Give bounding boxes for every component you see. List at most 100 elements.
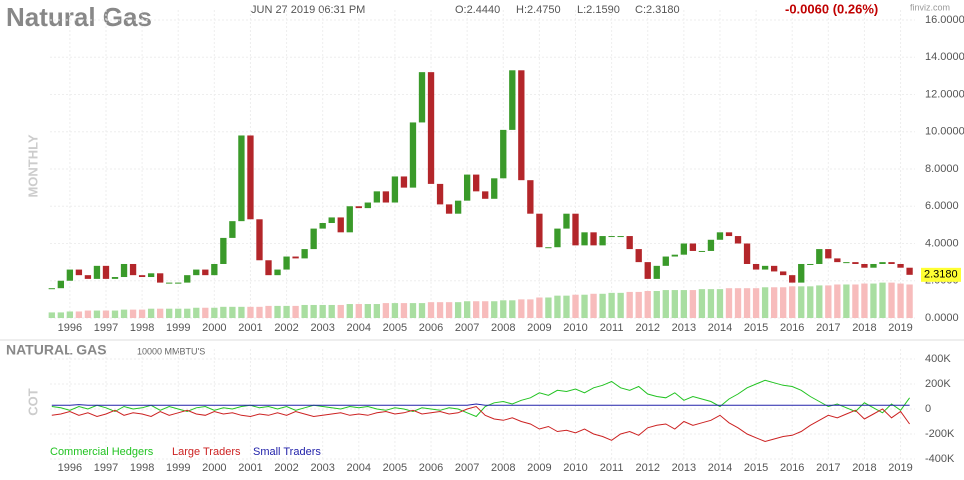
volume-bar bbox=[373, 304, 381, 318]
volume-bar bbox=[761, 287, 769, 318]
volume-bar bbox=[247, 306, 254, 318]
x-tick-label: 2005 bbox=[383, 322, 407, 334]
candle bbox=[147, 273, 155, 278]
candle bbox=[599, 236, 606, 246]
candle bbox=[482, 191, 489, 199]
change: -0.0060 (0.26%) bbox=[785, 1, 878, 16]
candle bbox=[527, 180, 534, 214]
candle bbox=[680, 243, 688, 255]
volume-bar bbox=[509, 300, 516, 318]
volume-bar bbox=[698, 289, 706, 318]
y-tick-label: 200K bbox=[925, 378, 951, 390]
candle bbox=[373, 191, 381, 203]
x-tick-label: 1999 bbox=[166, 322, 190, 334]
volume-bar bbox=[256, 306, 263, 318]
volume-bar bbox=[536, 297, 543, 318]
y-tick-label: 0.0000 bbox=[925, 312, 959, 324]
legend-entry: Commercial Hedgers bbox=[50, 446, 154, 458]
x-tick-label: 2009 bbox=[527, 462, 551, 474]
volume-bar bbox=[734, 288, 742, 318]
x-tick-label: 2007 bbox=[455, 462, 479, 474]
datetime: JUN 27 2019 06:31 PM bbox=[251, 4, 365, 16]
volume-bar bbox=[581, 294, 588, 318]
candle bbox=[111, 277, 119, 279]
x-tick-label: 2004 bbox=[347, 462, 371, 474]
y-tick-label: 6.0000 bbox=[925, 200, 959, 212]
volume-bar bbox=[662, 290, 669, 318]
volume-bar bbox=[238, 306, 245, 318]
volume-bar bbox=[554, 295, 561, 318]
candle bbox=[572, 213, 579, 246]
cot-label: COT bbox=[25, 388, 40, 416]
volume-bar bbox=[75, 311, 83, 318]
candle bbox=[247, 135, 254, 220]
candle bbox=[689, 243, 697, 251]
x-tick-label: 2000 bbox=[202, 462, 226, 474]
candle bbox=[129, 263, 137, 276]
high: H:2.4750 bbox=[516, 4, 561, 16]
x-tick-label: 2007 bbox=[455, 322, 479, 334]
cot-line bbox=[51, 405, 911, 443]
candle bbox=[256, 219, 263, 261]
legend-entry: Large Traders bbox=[172, 446, 241, 458]
candle bbox=[391, 176, 399, 203]
volume-bar bbox=[418, 303, 426, 318]
x-tick-label: 2006 bbox=[419, 322, 443, 334]
x-tick-label: 2013 bbox=[672, 462, 696, 474]
x-tick-label: 1996 bbox=[58, 322, 82, 334]
candle bbox=[66, 269, 74, 281]
x-tick-label: 2012 bbox=[635, 322, 659, 334]
candle bbox=[906, 267, 913, 275]
candle bbox=[888, 262, 895, 264]
volume-bar bbox=[861, 283, 868, 318]
volume-bar bbox=[870, 283, 877, 318]
volume-bar bbox=[220, 306, 227, 318]
candle bbox=[427, 72, 435, 184]
x-tick-label: 2003 bbox=[310, 322, 334, 334]
candle bbox=[770, 265, 778, 272]
candle bbox=[617, 236, 624, 238]
volume-bar bbox=[84, 310, 92, 318]
volume-bar bbox=[897, 283, 904, 318]
candle bbox=[563, 213, 570, 229]
candle bbox=[798, 263, 805, 283]
y-tick-label: 16.0000 bbox=[925, 14, 964, 26]
volume-bar bbox=[671, 290, 678, 318]
candle bbox=[581, 232, 588, 246]
volume-bar bbox=[229, 306, 236, 318]
volume-bar bbox=[527, 299, 534, 318]
brand[interactable]: finviz.com bbox=[910, 2, 950, 12]
x-tick-label: 1996 bbox=[58, 462, 82, 474]
candle bbox=[120, 263, 128, 278]
candle bbox=[75, 269, 83, 276]
candle bbox=[897, 263, 904, 268]
x-tick-label: 2018 bbox=[852, 322, 876, 334]
volume-bar bbox=[707, 289, 715, 318]
volume-bar bbox=[888, 282, 895, 318]
x-tick-label: 2004 bbox=[347, 322, 371, 334]
volume-bar bbox=[680, 290, 688, 318]
candle bbox=[175, 282, 182, 284]
x-tick-label: 2001 bbox=[238, 322, 262, 334]
volume-bar bbox=[590, 293, 597, 318]
candle bbox=[491, 178, 498, 199]
volume-bar bbox=[184, 308, 191, 318]
x-tick-label: 1997 bbox=[94, 462, 118, 474]
last-price-box bbox=[921, 267, 961, 282]
open: O:2.4440 bbox=[455, 4, 500, 16]
y-tick-label: -200K bbox=[925, 428, 955, 440]
period-label: MONTHLY bbox=[25, 134, 40, 197]
volume-bar bbox=[825, 285, 832, 318]
candle bbox=[743, 243, 751, 264]
candle bbox=[500, 129, 507, 179]
volume-bar bbox=[328, 304, 335, 318]
x-tick-label: 2010 bbox=[563, 462, 587, 474]
volume-bar bbox=[780, 287, 787, 318]
volume-bar bbox=[617, 292, 624, 318]
candle bbox=[355, 206, 362, 209]
volume-bar bbox=[202, 307, 209, 318]
volume-bar bbox=[310, 304, 317, 318]
volume-bar bbox=[852, 284, 859, 318]
x-tick-label: 2013 bbox=[672, 322, 696, 334]
